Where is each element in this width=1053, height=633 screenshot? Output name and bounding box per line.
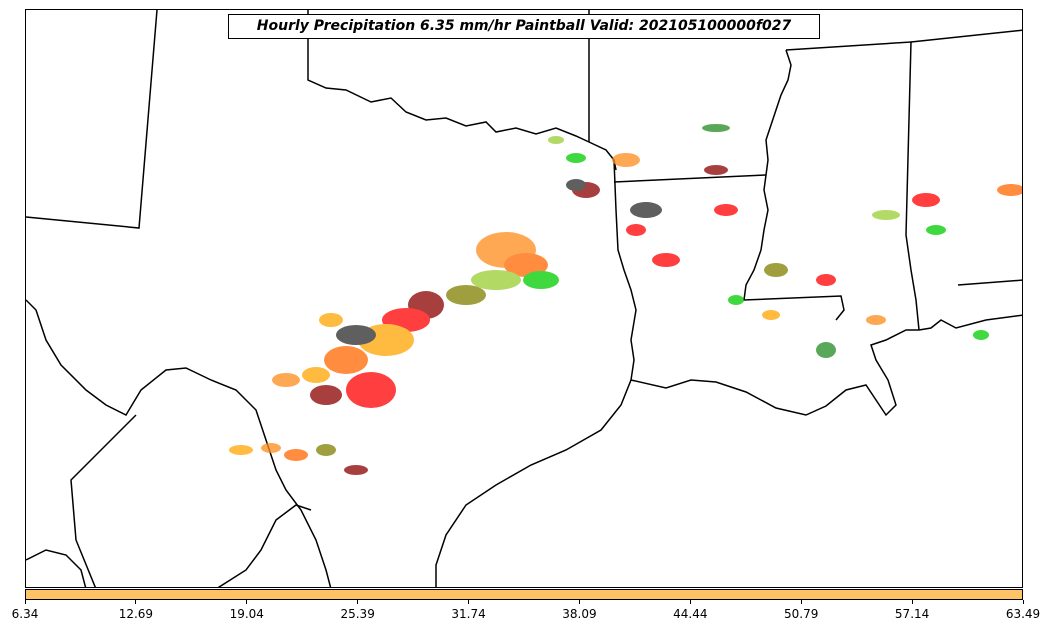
colorbar-tick [1023,600,1024,604]
colorbar-tick [690,600,691,604]
boundary-rio-grande [26,299,332,587]
boundary-mexico-states-2 [26,549,87,587]
coastline-alabama [918,314,1022,331]
boundary-arkansas-louisiana [613,174,767,183]
colorbar-tick [135,600,136,604]
colorbar-tick [801,600,802,604]
colorbar-tick-label: 38.09 [562,607,597,621]
colorbar-tick-label: 50.79 [784,607,819,621]
colorbar-tick-label: 63.49 [1005,607,1041,621]
colorbar-tick-label: 12.69 [118,607,154,621]
boundary-alabama-georgia [910,29,1022,43]
colorbar-tick [579,600,580,604]
map-panel [25,9,1023,588]
boundary-alabama-florida [957,279,1022,286]
colorbar-tick [912,600,913,604]
boundary-mississippi-alabama [785,41,920,331]
colorbar-tick-label: 57.14 [894,607,930,621]
boundary-new-mexico-east [26,10,158,229]
colorbar-tick-label: 44.44 [673,607,708,621]
boundary-mexico-states-3 [217,504,312,587]
coastline-texas [435,379,632,587]
state-boundaries [26,10,1022,587]
map-title: Hourly Precipitation 6.35 mm/hr Paintbal… [228,14,820,39]
colorbar-tick-label: 6.34 [11,607,39,621]
colorbar [25,589,1023,600]
colorbar-tick [357,600,358,604]
colorbar-tick-label: 19.04 [229,607,264,621]
boundary-texas-louisiana [613,159,637,381]
map-canvas [26,10,1022,587]
colorbar-tick-label: 31.74 [451,607,486,621]
boundary-mexico-states [70,414,137,587]
precipitation-paintballs [229,124,1022,475]
coastline-louisiana [630,329,919,417]
colorbar-tick-label: 25.39 [340,607,375,621]
colorbar-tick [25,600,26,604]
colorbar-tick [468,600,469,604]
colorbar-tick [246,600,247,604]
boundary-oklahoma-south [307,10,617,171]
